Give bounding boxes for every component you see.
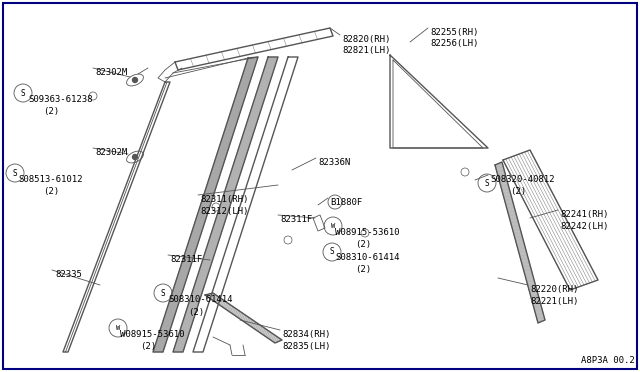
Text: S: S (20, 89, 26, 97)
Text: (2): (2) (188, 308, 204, 317)
Text: 82221(LH): 82221(LH) (530, 297, 579, 306)
Text: S: S (484, 179, 490, 187)
Text: W08915-53610: W08915-53610 (335, 228, 399, 237)
Text: S08310-61414: S08310-61414 (168, 295, 232, 304)
Text: 82835(LH): 82835(LH) (282, 342, 330, 351)
Text: (2): (2) (43, 107, 59, 116)
Text: W: W (331, 223, 335, 229)
Text: 82834(RH): 82834(RH) (282, 330, 330, 339)
Text: W: W (116, 325, 120, 331)
Text: (2): (2) (355, 240, 371, 249)
Text: S08310-61414: S08310-61414 (335, 253, 399, 262)
Text: 82255(RH): 82255(RH) (430, 28, 478, 37)
Text: (2): (2) (140, 342, 156, 351)
Text: 82335: 82335 (55, 270, 82, 279)
Text: S09363-61238: S09363-61238 (28, 95, 93, 104)
Text: (2): (2) (43, 187, 59, 196)
Text: S08513-61012: S08513-61012 (18, 175, 83, 184)
Text: (2): (2) (510, 187, 526, 196)
Text: A8P3A 00.2: A8P3A 00.2 (581, 356, 635, 365)
Text: 82311(RH): 82311(RH) (200, 195, 248, 204)
Circle shape (132, 154, 138, 160)
Text: 82336N: 82336N (318, 158, 350, 167)
Text: 82312(LH): 82312(LH) (200, 207, 248, 216)
Text: 82220(RH): 82220(RH) (530, 285, 579, 294)
Text: 82311F: 82311F (280, 215, 312, 224)
Text: 82242(LH): 82242(LH) (560, 222, 609, 231)
Text: B1880F: B1880F (330, 198, 362, 207)
Text: W08915-53610: W08915-53610 (120, 330, 184, 339)
Text: 82241(RH): 82241(RH) (560, 210, 609, 219)
Text: S08320-40812: S08320-40812 (490, 175, 554, 184)
Text: (2): (2) (355, 265, 371, 274)
Text: 82302M: 82302M (95, 68, 127, 77)
Text: S: S (161, 289, 165, 298)
Text: 82302M: 82302M (95, 148, 127, 157)
Text: 82256(LH): 82256(LH) (430, 39, 478, 48)
Text: 82821(LH): 82821(LH) (342, 46, 390, 55)
Text: 82820(RH): 82820(RH) (342, 35, 390, 44)
Text: S: S (330, 247, 334, 257)
Text: 82311F: 82311F (170, 255, 202, 264)
Circle shape (132, 77, 138, 83)
Text: S: S (13, 169, 17, 177)
